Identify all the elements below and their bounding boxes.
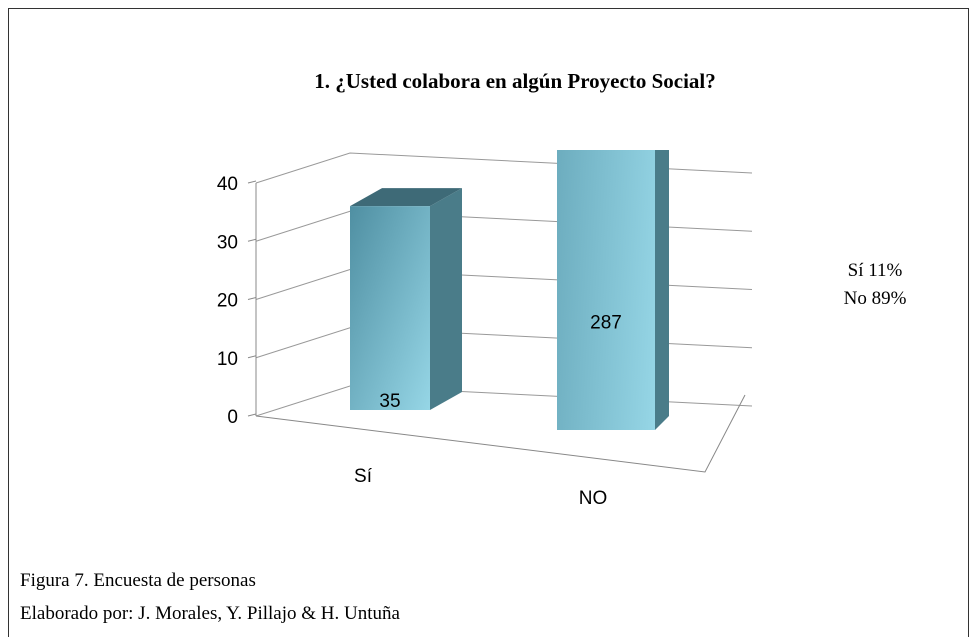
data-label: 35 [379,391,400,412]
annotation: No 89% [844,288,907,309]
bars [350,150,669,430]
floor [255,394,746,473]
grid-line [255,152,753,184]
grid-line [255,210,753,242]
tick-mark [247,180,257,184]
bar [557,150,669,430]
y-tick-label: 0 [227,407,238,428]
y-tick-label: 10 [217,349,238,370]
caption: Figura 7. Encuesta de personas [20,570,256,591]
bar-top [350,188,462,207]
y-tick-label: 30 [217,232,238,253]
tick-mark [247,297,257,300]
bar-side [655,150,669,430]
grid-line [255,385,753,417]
x-tick-label: Sí [354,466,373,487]
frame [8,8,969,637]
bar-front [557,150,655,430]
caption: Elaborado por: J. Morales, Y. Pillajo & … [20,603,401,624]
chart-title: 1. ¿Usted colabora en algún Proyecto Soc… [314,69,716,93]
tick-mark [247,355,257,359]
y-tick-label: 20 [217,291,238,312]
bar-front [350,206,430,410]
tick-mark [247,238,257,242]
tick-mark [247,413,257,417]
grid-line [255,327,753,359]
annotation: Sí 11% [848,260,903,281]
x-tick-label: NO [579,488,608,509]
y-tick-label: 40 [217,174,238,195]
grid-line [255,268,753,300]
bar-side [430,188,462,410]
data-label: 287 [590,313,622,334]
bar [350,188,462,410]
